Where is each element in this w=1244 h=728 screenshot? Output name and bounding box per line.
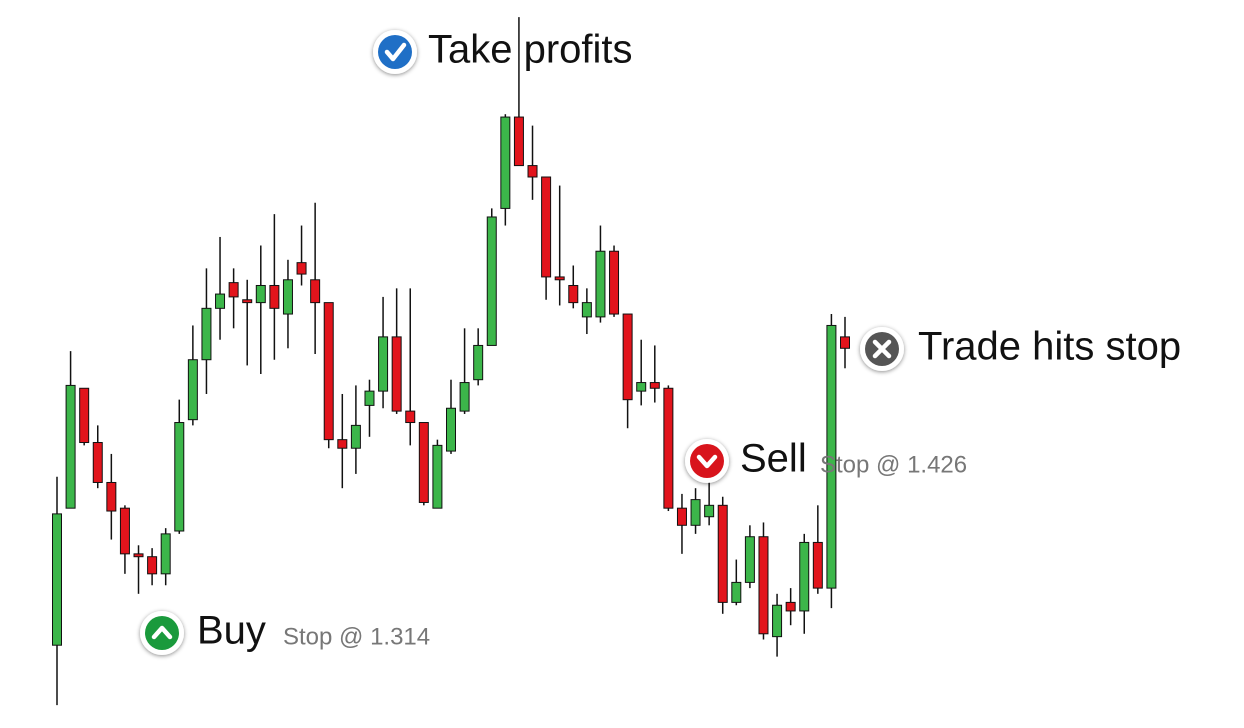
candle-body	[79, 387, 90, 444]
candle-body	[215, 293, 226, 309]
candle-body	[228, 282, 239, 298]
candle-body	[52, 513, 62, 646]
candle-body	[255, 284, 266, 304]
annotation-label: Trade hits stop	[918, 325, 1181, 369]
candle-body	[432, 444, 443, 509]
stop-hit-icon	[860, 327, 904, 371]
candle-body	[840, 336, 850, 349]
candle-body	[731, 581, 742, 603]
candle-body	[473, 344, 484, 381]
candle-body	[378, 336, 389, 392]
candle-body	[119, 507, 130, 555]
annotation-label: Take profits	[428, 28, 633, 72]
candle-body	[201, 307, 212, 361]
buy-icon	[140, 611, 184, 655]
candle-body	[785, 601, 796, 612]
candle-body	[826, 324, 837, 589]
candle-body	[391, 336, 402, 412]
candle-body	[758, 536, 769, 635]
candle-body	[446, 407, 456, 452]
candle-body	[65, 384, 76, 509]
candle-body	[744, 536, 755, 583]
candle-body	[174, 422, 185, 532]
candle-body	[541, 176, 552, 278]
candle-body	[350, 424, 361, 449]
annotation-subtext: Stop @ 1.426	[820, 451, 967, 478]
candle-body	[554, 276, 565, 281]
sell-icon	[685, 439, 729, 483]
candle-body	[676, 507, 687, 526]
candle-body	[799, 541, 810, 612]
candle-body	[187, 359, 198, 421]
candle-body	[337, 439, 348, 449]
candle-body	[609, 250, 620, 315]
candle-body	[296, 262, 307, 275]
candle-body	[649, 382, 660, 389]
candle-body	[242, 299, 253, 304]
candle-body	[486, 216, 497, 346]
candle-body	[717, 504, 728, 603]
candle-body	[622, 313, 633, 401]
take-profits-icon	[373, 30, 417, 74]
annotation-label: Sell	[740, 437, 807, 481]
annotation-subtext: Stop @ 1.314	[283, 623, 430, 650]
candle-body	[459, 382, 470, 412]
candle-body	[364, 390, 375, 406]
candle-body	[595, 250, 606, 318]
candle-body	[310, 279, 321, 304]
candle-body	[704, 504, 715, 518]
candle-body	[812, 541, 823, 589]
candle-body	[690, 499, 701, 526]
candle-body	[323, 302, 334, 441]
candle-body	[636, 382, 647, 392]
candle-body	[513, 116, 524, 167]
candle-body	[106, 481, 117, 512]
candle-body	[663, 387, 674, 509]
candle-body	[418, 422, 429, 503]
candle-body	[269, 284, 280, 309]
candle-body	[581, 302, 592, 318]
candle-body	[527, 165, 538, 178]
candle-body	[92, 442, 103, 483]
candle-body	[772, 604, 783, 638]
candle-body	[500, 116, 511, 209]
candle-body	[568, 284, 579, 304]
candle-body	[282, 279, 293, 315]
candle-body	[133, 553, 144, 558]
candle-body	[147, 556, 158, 575]
annotation-label: Buy	[197, 609, 266, 653]
candle-body	[405, 410, 416, 424]
candles	[52, 17, 850, 706]
candle-body	[160, 533, 171, 575]
